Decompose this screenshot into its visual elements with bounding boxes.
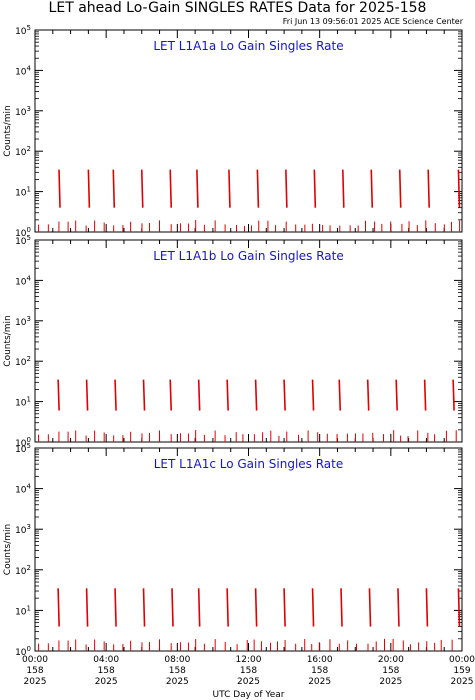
data-spike (142, 588, 146, 627)
y-axis-label: Counts/min (3, 105, 13, 156)
data-spike (370, 169, 374, 208)
y-tick-label: 105 (15, 24, 31, 37)
data-spike (58, 169, 61, 208)
data-spike (226, 379, 229, 411)
x-tick-day: 158 (98, 666, 115, 676)
plot-frame (34, 29, 463, 233)
data-spike (87, 169, 91, 208)
page-title: LET ahead Lo-Gain SINGLES RATES Data for… (48, 0, 427, 16)
data-spike (425, 588, 429, 627)
data-spike (311, 588, 315, 627)
data-spike (140, 169, 144, 208)
data-spike (169, 379, 173, 411)
y-tick-label: 102 (15, 564, 31, 577)
data-spike (254, 588, 258, 627)
x-tick-time: 12:00 (236, 655, 262, 665)
y-tick-label: 100 (15, 436, 31, 449)
data-spike (256, 169, 260, 208)
x-tick-time: 20:00 (378, 655, 404, 665)
y-tick-label: 103 (15, 315, 31, 328)
x-tick-year: 2025 (237, 677, 260, 687)
data-spike (197, 379, 201, 411)
data-spike (283, 379, 286, 411)
y-tick-label: 104 (15, 274, 31, 287)
data-spike (171, 588, 174, 627)
x-tick-day: 158 (311, 666, 328, 676)
x-tick-time: 00:00 (449, 655, 475, 665)
x-tick-year: 2025 (308, 677, 331, 687)
x-tick-year: 2025 (24, 677, 47, 687)
y-axis-label: Counts/min (3, 524, 13, 575)
data-spike (366, 379, 370, 411)
y-tick-label: 101 (15, 186, 31, 199)
y-tick-label: 103 (15, 523, 31, 536)
data-spike (368, 588, 372, 627)
plot-frame (34, 447, 463, 652)
data-spike (197, 588, 201, 627)
data-spike (114, 588, 117, 627)
data-spike (85, 379, 89, 411)
data-spike (313, 169, 317, 208)
y-tick-label: 101 (15, 604, 31, 617)
data-spike (457, 588, 461, 627)
y-tick-label: 101 (15, 396, 31, 409)
data-spike (57, 379, 60, 411)
panel-title: LET L1A1a Lo Gain Singles Rate (153, 39, 343, 53)
data-spike (169, 169, 173, 208)
x-tick-day: 159 (453, 666, 470, 676)
data-spike (340, 588, 343, 627)
data-spike (112, 169, 116, 208)
x-tick-year: 2025 (379, 677, 402, 687)
data-spike (228, 169, 231, 208)
data-spike (226, 588, 229, 627)
data-spike (395, 379, 398, 411)
x-tick-time: 00:00 (22, 655, 48, 665)
plot-frame (34, 239, 463, 443)
data-spike (427, 169, 430, 208)
x-tick-year: 2025 (451, 677, 474, 687)
y-tick-label: 102 (15, 145, 31, 158)
x-tick-day: 158 (240, 666, 257, 676)
y-tick-label: 100 (15, 645, 31, 658)
data-spike (341, 169, 345, 208)
data-spike (285, 169, 288, 208)
y-tick-label: 102 (15, 355, 31, 368)
data-spike (452, 379, 455, 411)
data-spike (283, 588, 286, 627)
data-spike (57, 588, 60, 627)
panel-title: LET L1A1b Lo Gain Singles Rate (153, 249, 344, 263)
data-spike (254, 379, 258, 411)
y-tick-label: 105 (15, 442, 31, 455)
x-tick-time: 04:00 (93, 655, 119, 665)
y-axis-label: Counts/min (3, 315, 13, 366)
data-spike (142, 379, 146, 411)
x-tick-year: 2025 (166, 677, 189, 687)
y-tick-label: 103 (15, 105, 31, 118)
data-spike (423, 379, 427, 411)
y-tick-label: 104 (15, 64, 31, 77)
x-tick-day: 158 (26, 666, 43, 676)
y-tick-label: 105 (15, 234, 31, 247)
data-spike (398, 169, 402, 208)
timestamp: Fri Jun 13 09:56:01 2025 ACE Science Cen… (282, 17, 463, 26)
data-spike (311, 379, 315, 411)
data-spike (85, 588, 89, 627)
x-tick-day: 158 (169, 666, 186, 676)
y-tick-label: 100 (15, 226, 31, 239)
data-spike (196, 169, 199, 208)
data-spike (457, 169, 461, 208)
x-axis-label: UTC Day of Year (213, 690, 285, 700)
data-spike (338, 379, 342, 411)
panel-title: LET L1A1c Lo Gain Singles Rate (154, 457, 344, 471)
x-tick-time: 16:00 (307, 655, 333, 665)
x-tick-day: 158 (382, 666, 399, 676)
y-tick-label: 104 (15, 483, 31, 496)
x-tick-time: 08:00 (164, 655, 190, 665)
data-spike (397, 588, 400, 627)
data-spike (114, 379, 117, 411)
x-tick-year: 2025 (95, 677, 118, 687)
